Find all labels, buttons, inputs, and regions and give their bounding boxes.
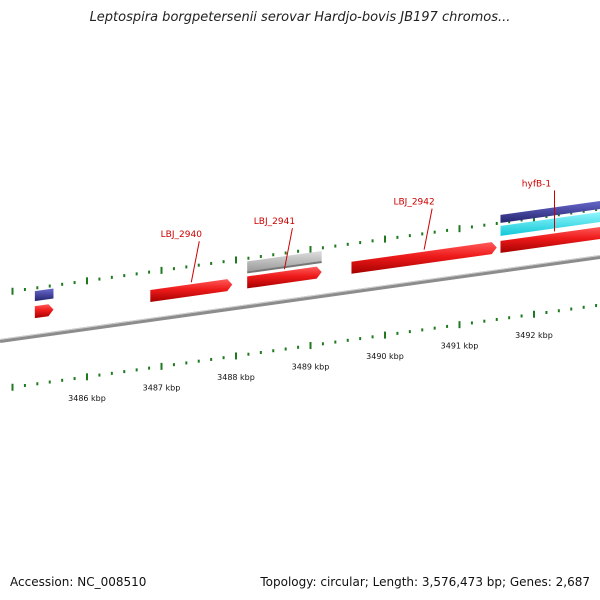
gene-label: hyfB-1 xyxy=(522,179,551,189)
kbp-label: 3492 kbp xyxy=(515,331,553,340)
backbone xyxy=(0,255,600,343)
gene-navy-feature xyxy=(500,200,600,223)
gene-label: LBJ_2940 xyxy=(161,230,203,240)
gene-labels: LBJ_2940 LBJ_2941 LBJ_2942 hyfB-1 xyxy=(161,179,555,283)
kbp-label: 3486 kbp xyxy=(68,394,106,403)
gene-label-leader xyxy=(423,208,433,250)
backbone-highlight xyxy=(0,255,600,340)
kbp-label: 3489 kbp xyxy=(292,363,330,372)
gene-navy-feature xyxy=(34,288,54,302)
map-title: Leptospira borgpetersenii serovar Hardjo… xyxy=(89,10,511,25)
kbp-label: 3488 kbp xyxy=(217,373,255,382)
tick-marks xyxy=(11,208,598,391)
kbp-labels: 3486 kbp 3487 kbp 3488 kbp 3489 kbp 3490 kbp… xyxy=(68,331,553,403)
gene-cyan-feature xyxy=(500,211,600,236)
gene-grey-feature xyxy=(247,250,322,272)
gene-label: LBJ_2942 xyxy=(393,198,434,208)
gene-lbj_2942 xyxy=(351,242,497,274)
gene-red-feature xyxy=(34,304,54,319)
gene-lbj_2940 xyxy=(150,279,233,302)
kbp-label: 3490 kbp xyxy=(366,352,404,361)
backbone-line xyxy=(0,255,600,343)
kbp-label: 3487 kbp xyxy=(143,383,181,392)
gene-features xyxy=(34,200,600,319)
gene-label-leader xyxy=(283,228,293,270)
genome-stats-text: Topology: circular; Length: 3,576,473 bp… xyxy=(260,575,590,589)
accession-text: Accession: NC_008510 xyxy=(10,575,147,589)
gene-hyfb-1 xyxy=(500,226,600,253)
gene-label-leader xyxy=(190,241,200,283)
gene-lbj_2941 xyxy=(247,266,322,289)
gene-label: LBJ_2941 xyxy=(254,217,295,227)
kbp-label: 3491 kbp xyxy=(441,342,479,351)
